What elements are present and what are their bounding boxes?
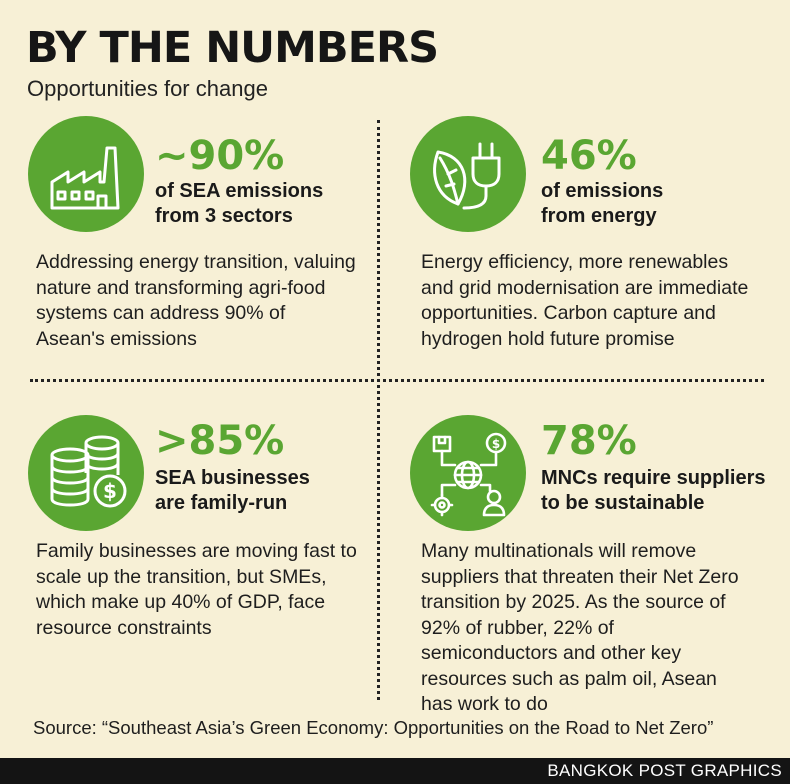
global-supply-network-icon: $ xyxy=(410,415,526,531)
stat-description: Many multinationals will remove supplier… xyxy=(421,540,739,715)
page-title: BY THE NUMBERS xyxy=(26,23,439,73)
svg-text:$: $ xyxy=(103,479,117,503)
stat-description: Family businesses are moving fast to sca… xyxy=(36,540,357,639)
footer-credit: BANGKOK POST GRAPHICS xyxy=(547,761,782,780)
stat-label: of emissions from energy xyxy=(541,180,664,227)
stat-value: ~90% xyxy=(155,133,285,179)
stat-description: Energy efficiency, more renewables and g… xyxy=(421,251,749,350)
svg-text:$: $ xyxy=(492,437,500,451)
stat-label: MNCs require suppliers to be sustainable xyxy=(541,467,766,514)
source-note: Source: “Southeast Asia’s Green Economy:… xyxy=(33,717,714,738)
stat-label: of SEA emissions from 3 sectors xyxy=(155,180,324,227)
horizontal-divider xyxy=(30,379,764,382)
stat-value: >85% xyxy=(155,418,285,464)
stat-value: 46% xyxy=(541,133,637,179)
factory-icon xyxy=(28,116,144,232)
vertical-divider xyxy=(377,120,380,700)
stat-description: Addressing energy transition, valuing na… xyxy=(36,251,356,350)
footer-bar: BANGKOK POST GRAPHICS xyxy=(0,758,790,784)
page-subtitle: Opportunities for change xyxy=(27,76,268,101)
coins-stack-icon: $ xyxy=(28,415,144,531)
stat-label: SEA businesses are family-run xyxy=(155,467,310,514)
stat-value: 78% xyxy=(541,418,637,464)
leaf-plug-icon xyxy=(410,116,526,232)
